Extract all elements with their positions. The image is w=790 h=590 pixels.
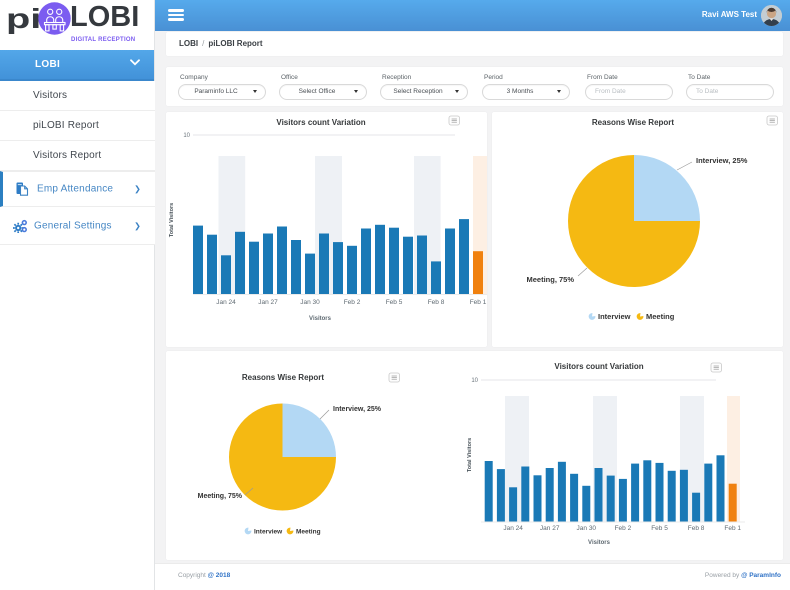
svg-text:Visitors: Visitors (588, 540, 611, 546)
svg-text:Meeting: Meeting (646, 312, 675, 321)
svg-text:Feb 1: Feb 1 (724, 525, 741, 532)
svg-text:Feb 5: Feb 5 (651, 525, 668, 532)
svg-text:Feb 8: Feb 8 (688, 525, 705, 532)
svg-text:Feb 1: Feb 1 (470, 299, 487, 306)
svg-text:Visitors count Variation: Visitors count Variation (276, 118, 365, 127)
svg-text:Feb 2: Feb 2 (344, 299, 361, 306)
svg-text:Jan 27: Jan 27 (540, 525, 560, 532)
svg-text:Meeting, 75%: Meeting, 75% (526, 275, 574, 284)
svg-text:Total Visitors: Total Visitors (467, 438, 473, 472)
svg-text:Meeting, 75%: Meeting, 75% (198, 493, 243, 500)
svg-text:Jan 30: Jan 30 (577, 525, 597, 532)
svg-text:Interview: Interview (254, 529, 283, 536)
svg-text:Jan 30: Jan 30 (300, 299, 320, 306)
svg-text:10: 10 (471, 378, 478, 384)
svg-text:Reasons Wise Report: Reasons Wise Report (592, 118, 675, 127)
svg-text:Interview: Interview (598, 312, 631, 321)
svg-text:10: 10 (183, 133, 190, 139)
svg-text:Feb 8: Feb 8 (428, 299, 445, 306)
svg-text:Meeting: Meeting (296, 529, 321, 536)
svg-text:Jan 24: Jan 24 (216, 299, 236, 306)
svg-text:Jan 24: Jan 24 (503, 525, 523, 532)
svg-text:Interview, 25%: Interview, 25% (333, 406, 382, 413)
svg-text:Feb 5: Feb 5 (386, 299, 403, 306)
svg-text:Interview, 25%: Interview, 25% (696, 156, 748, 165)
svg-text:Jan 27: Jan 27 (258, 299, 278, 306)
svg-text:Visitors count Variation: Visitors count Variation (554, 362, 643, 371)
svg-text:Visitors: Visitors (309, 316, 332, 322)
svg-text:Total Visitors: Total Visitors (169, 203, 175, 237)
svg-text:Feb 2: Feb 2 (615, 525, 632, 532)
svg-text:Reasons Wise Report: Reasons Wise Report (242, 373, 325, 382)
